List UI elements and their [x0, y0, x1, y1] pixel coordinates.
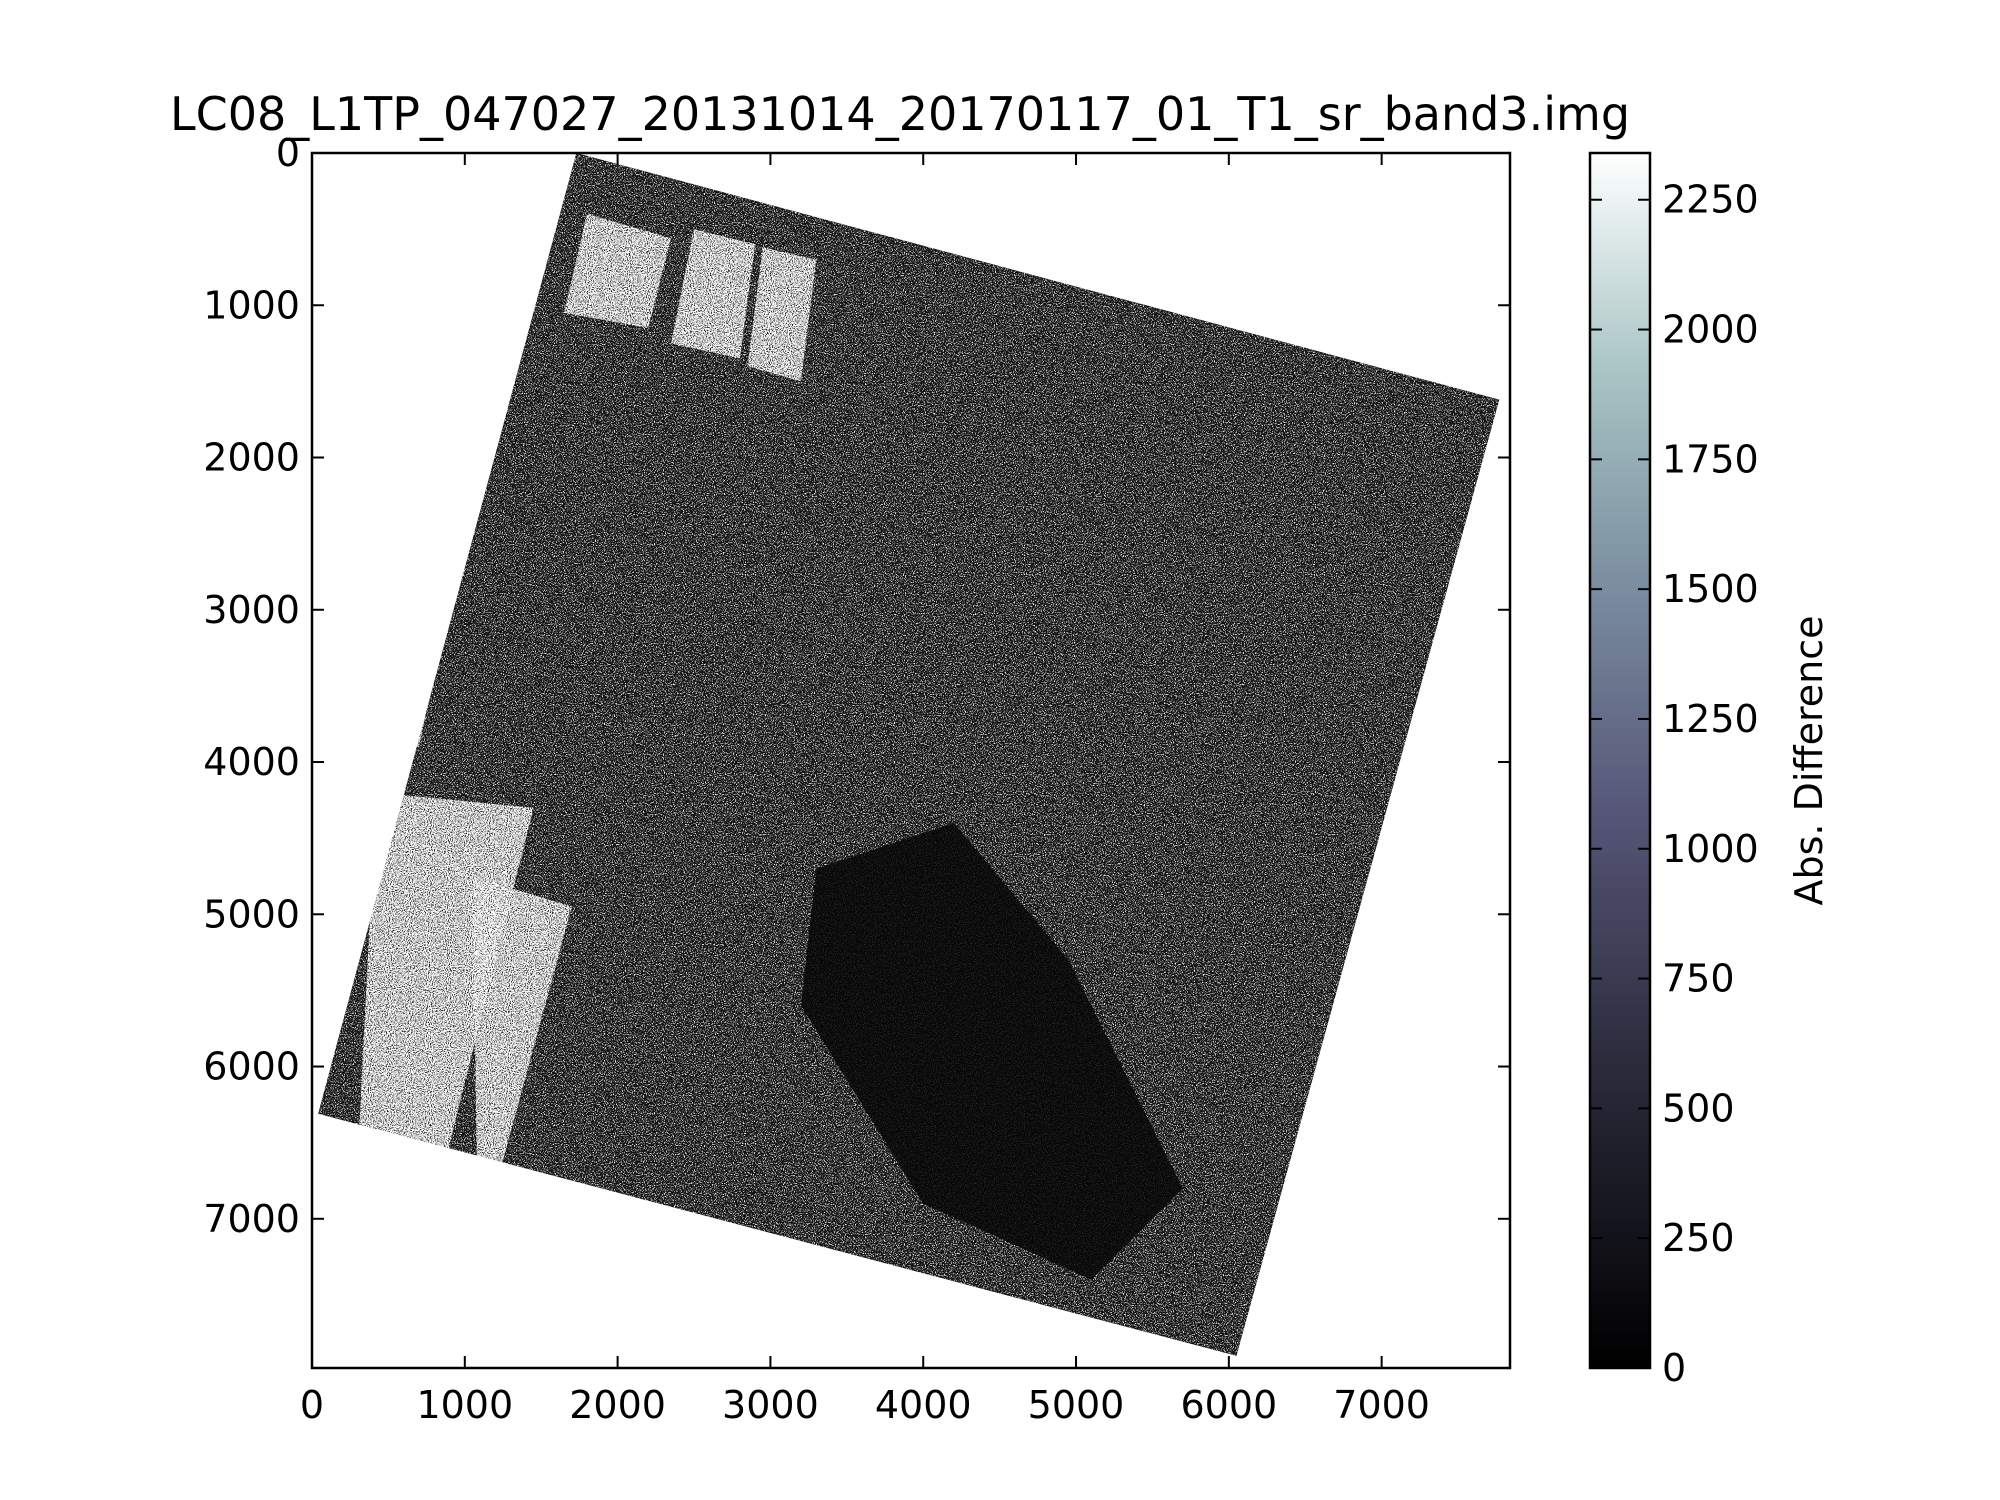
x-tick-label: 0	[300, 1383, 324, 1427]
colorbar-tick-label: 2000	[1662, 308, 1759, 352]
colorbar-tick-label: 750	[1662, 957, 1735, 1001]
x-tick-label: 6000	[1180, 1383, 1277, 1427]
y-tick-label: 7000	[203, 1197, 300, 1241]
y-tick-label: 3000	[203, 588, 300, 632]
raster-image	[318, 153, 1500, 1356]
y-axis: 0 1000 2000 3000 4000 5000 6000 7000	[203, 131, 1510, 1241]
x-tick-label: 2000	[569, 1383, 666, 1427]
colorbar-label: Abs. Difference	[1787, 616, 1831, 906]
y-tick-label: 0	[276, 131, 300, 175]
axes-frame	[310, 151, 1512, 1370]
colorbar	[1588, 151, 1652, 1370]
y-tick-label: 4000	[203, 740, 300, 784]
colorbar-tick-label: 500	[1662, 1086, 1735, 1130]
y-tick-label: 6000	[203, 1045, 300, 1089]
x-tick-label: 7000	[1333, 1383, 1430, 1427]
colorbar-tick-label: 250	[1662, 1216, 1735, 1260]
x-tick-label: 3000	[722, 1383, 819, 1427]
colorbar-tick-label: 1250	[1662, 697, 1759, 741]
x-tick-label: 5000	[1028, 1383, 1125, 1427]
x-tick-label: 4000	[875, 1383, 972, 1427]
colorbar-tick-label: 2250	[1662, 178, 1759, 222]
colorbar-ticks: 0 250 500 750 1000 1250 1500 1750 2000 2250	[1590, 178, 1759, 1390]
y-tick-label: 5000	[203, 892, 300, 936]
x-tick-label: 1000	[416, 1383, 513, 1427]
x-axis: 0 1000 2000 3000 4000 5000 6000 7000	[300, 153, 1430, 1427]
colorbar-tick-label: 1000	[1662, 827, 1759, 871]
colorbar-tick-label: 1750	[1662, 437, 1759, 481]
y-tick-label: 1000	[203, 283, 300, 327]
colorbar-tick-label: 0	[1662, 1346, 1686, 1390]
dark-region	[800, 822, 1183, 1280]
y-tick-label: 2000	[203, 436, 300, 480]
chart-title: LC08_L1TP_047027_20131014_20170117_01_T1…	[170, 87, 1630, 141]
colorbar-tick-label: 1500	[1662, 567, 1759, 611]
